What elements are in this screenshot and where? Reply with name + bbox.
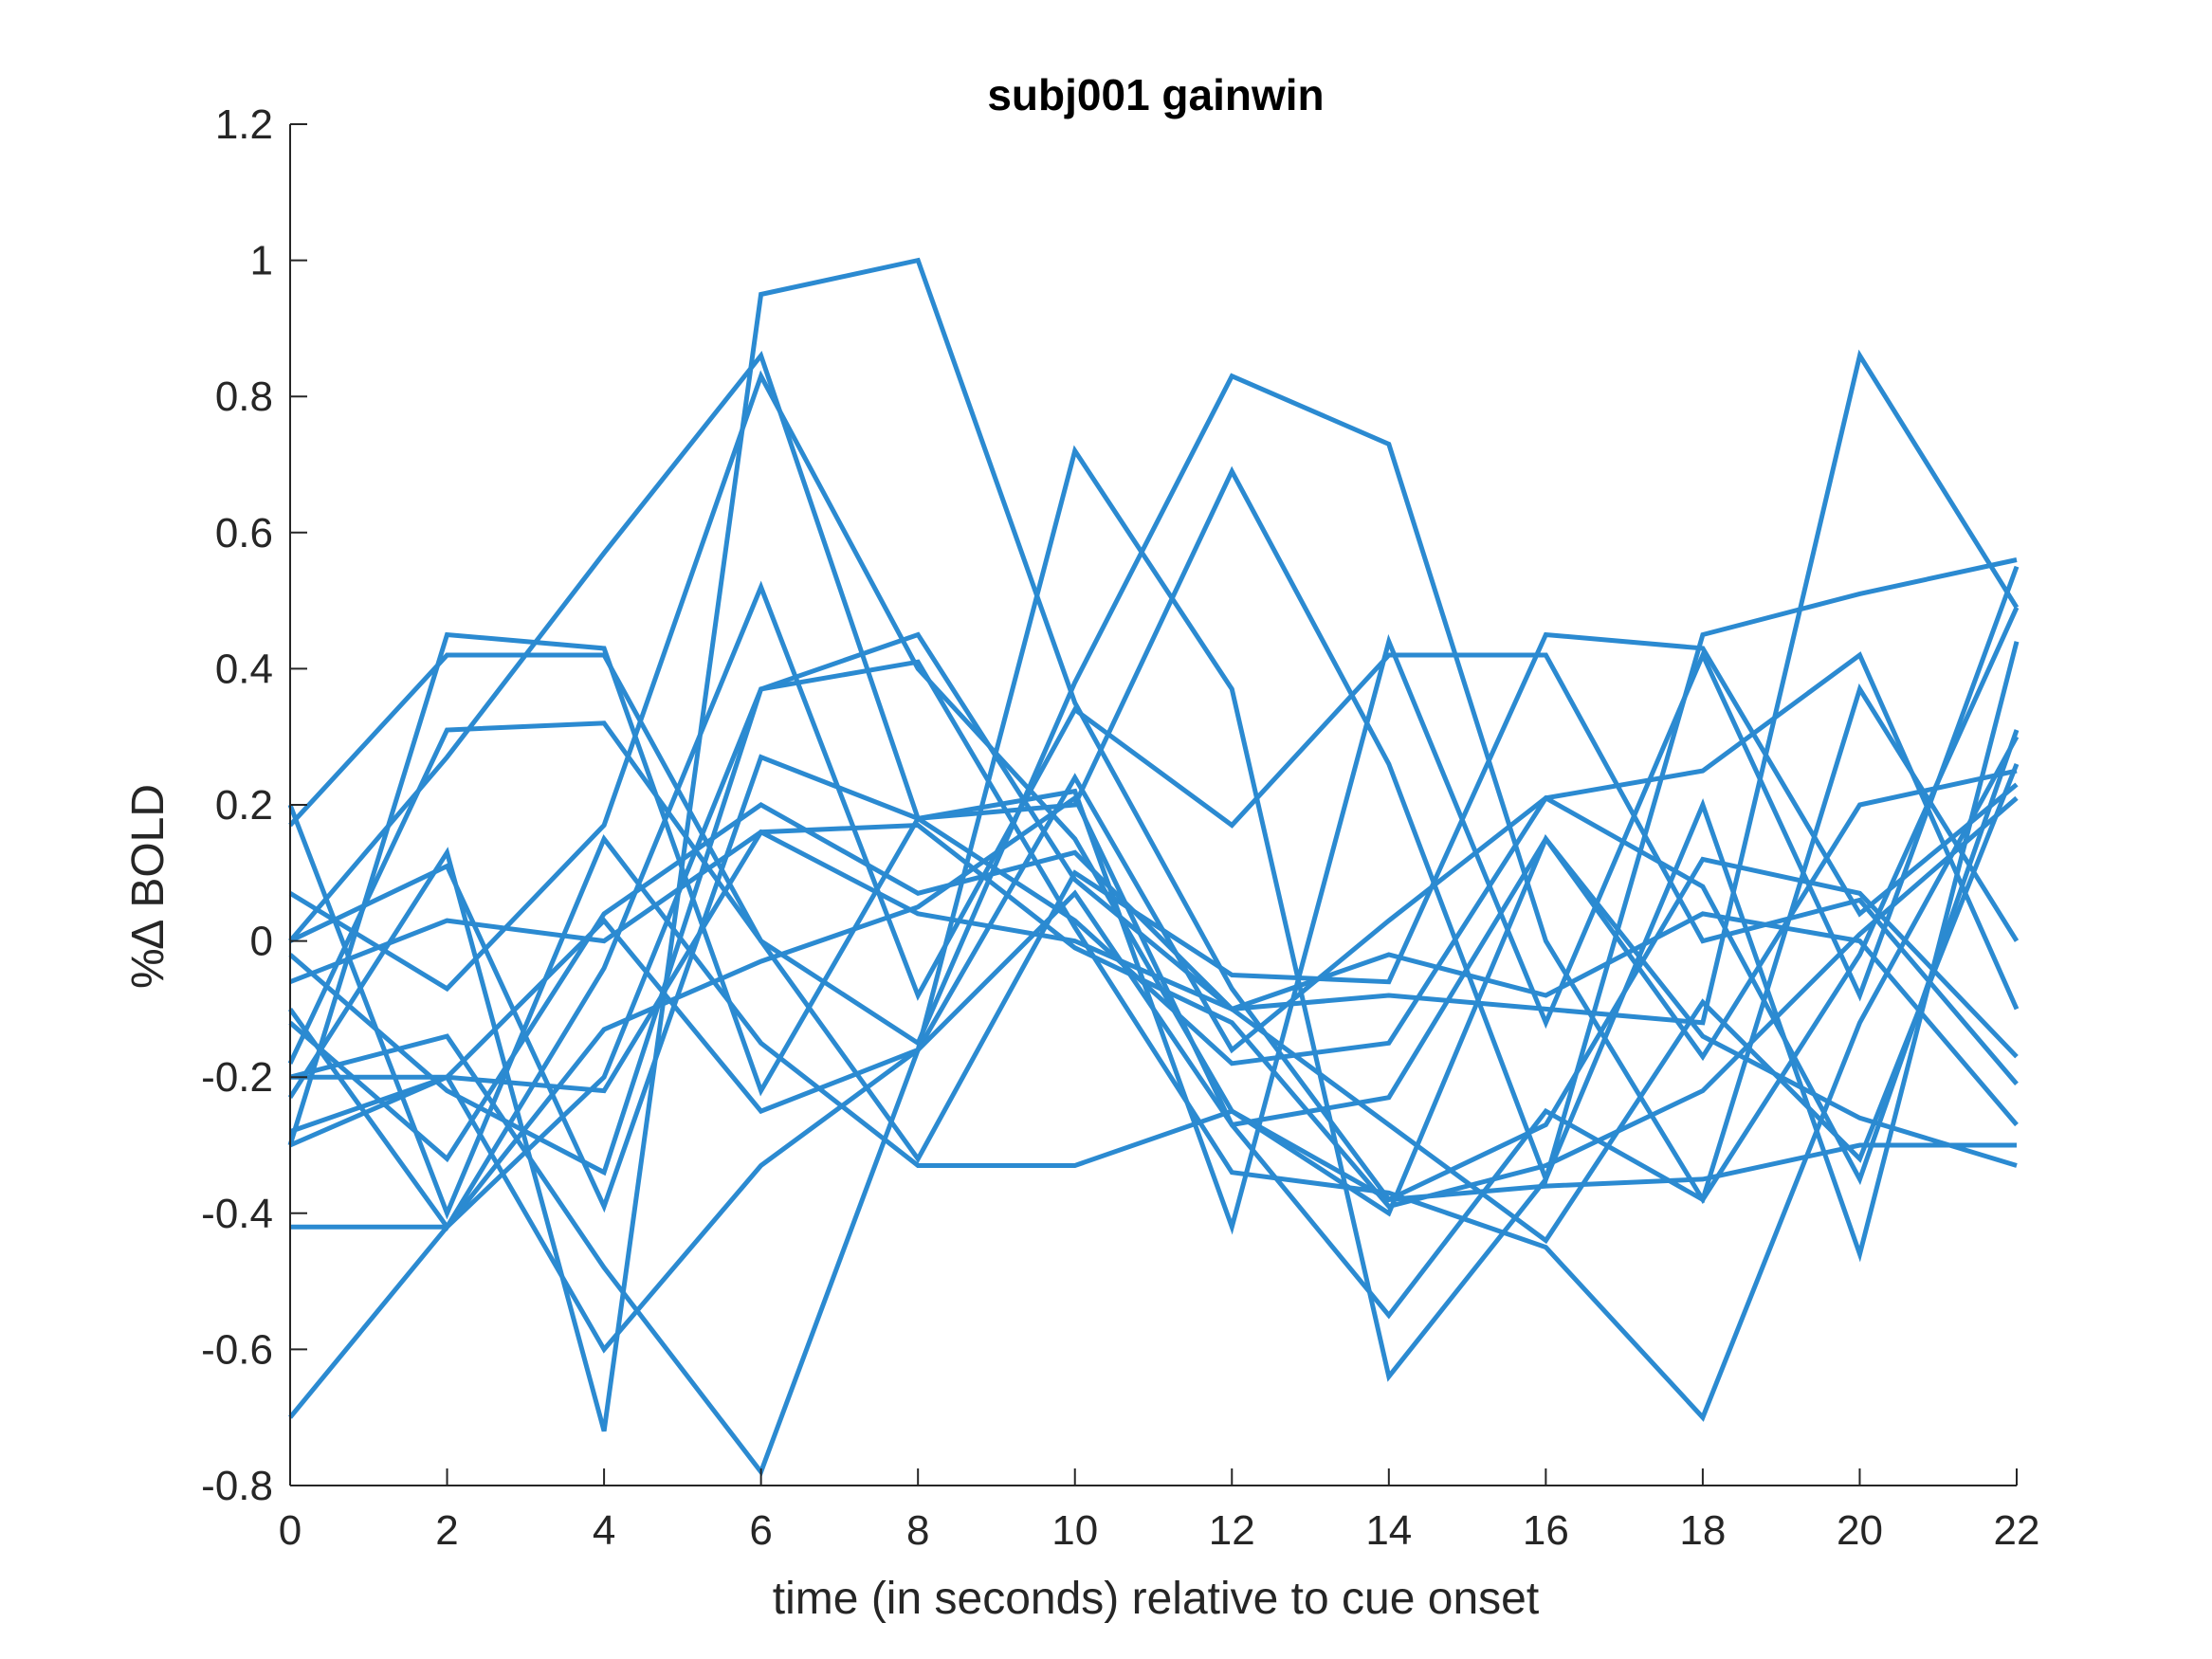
series-line-6	[288, 350, 2018, 1187]
y-tick-label: 1.2	[215, 101, 273, 148]
y-tick-label: -0.8	[201, 1463, 273, 1509]
y-tick-label: -0.6	[201, 1326, 273, 1373]
x-tick-label: 16	[1523, 1507, 1569, 1554]
tick-labels: 0 2 4 6 8 10 12 14 16 18 20 22 -0.8 -0.6 -0.4 -0.2 0 0.2 0…	[201, 101, 2039, 1554]
y-tick-label: 0.4	[215, 646, 273, 692]
axes	[289, 123, 2018, 1486]
series-line-7	[289, 445, 2020, 1382]
series-lines	[287, 257, 2020, 1477]
x-tick-label: 22	[1994, 1507, 2040, 1554]
series-line-8	[287, 257, 2019, 1432]
series-line-9	[288, 349, 2020, 1163]
x-tick-label: 20	[1837, 1507, 1883, 1554]
y-tick-label: 0.2	[215, 782, 273, 829]
y-axis-label: %∆ BOLD	[123, 784, 174, 989]
series-line-15	[289, 729, 2020, 1477]
series-line-17	[289, 762, 2020, 1245]
x-tick-label: 18	[1679, 1507, 1726, 1554]
series-line-5	[290, 659, 2020, 1422]
x-tick-label: 4	[593, 1507, 615, 1554]
y-tick-label: 1	[250, 238, 273, 284]
y-tick-label: 0	[250, 919, 273, 965]
series-line-4	[288, 683, 2020, 1419]
x-tick-label: 2	[435, 1507, 458, 1554]
series-line-2	[288, 373, 2020, 1205]
y-tick-label: 0.6	[215, 510, 273, 556]
x-axis-label: time (in seconds) relative to cue onset	[773, 1574, 1539, 1624]
x-tick-label: 6	[749, 1507, 772, 1554]
x-tick-label: 10	[1051, 1507, 1098, 1554]
x-tick-label: 12	[1209, 1507, 1255, 1554]
series-line-13	[288, 631, 2019, 1176]
series-line-14	[288, 651, 2020, 1213]
y-tick-label: -0.2	[201, 1054, 273, 1101]
chart-title: subj001 gainwin	[987, 70, 1324, 119]
series-line-16	[289, 768, 2018, 1148]
series-line-18	[290, 795, 2019, 1210]
y-tick-label: 0.8	[215, 374, 273, 420]
y-tick-label: -0.4	[201, 1191, 273, 1237]
series-line-1	[287, 804, 2017, 1220]
x-tick-label: 14	[1365, 1507, 1412, 1554]
x-tick-label: 8	[906, 1507, 929, 1554]
series-line-11	[287, 631, 2019, 1164]
x-tick-label: 0	[279, 1507, 302, 1554]
